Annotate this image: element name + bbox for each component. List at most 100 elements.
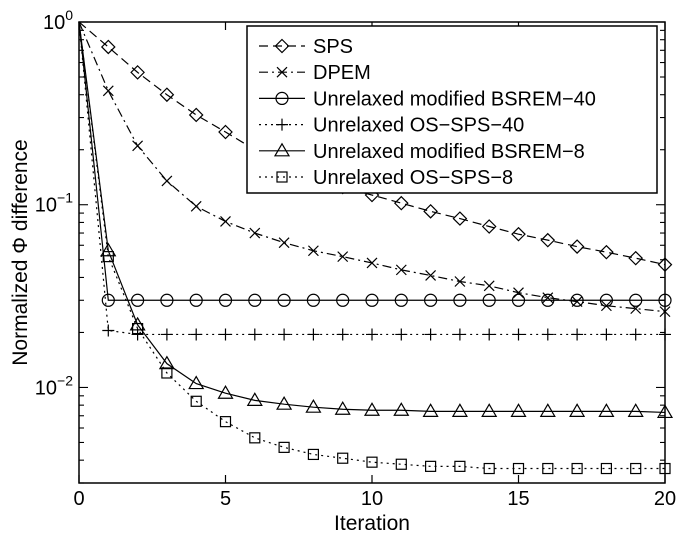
- data-point-triangle: [276, 395, 293, 410]
- data-point-circle: [275, 91, 289, 106]
- data-point-triangle: [451, 403, 468, 417]
- series-3: [78, 21, 672, 307]
- data-point-x: [102, 85, 114, 97]
- data-point-circle: [570, 293, 584, 307]
- legend-label: Unrelaxed OS−SPS−40: [313, 115, 524, 137]
- data-point-x: [542, 292, 554, 304]
- legend-label: Unrelaxed modified BSREM−8: [313, 141, 585, 163]
- data-point-circle: [101, 293, 115, 307]
- data-point-circle: [277, 293, 291, 307]
- data-point-diamond: [569, 239, 585, 254]
- data-point-diamond: [100, 39, 116, 55]
- data-point-circle: [218, 293, 233, 307]
- data-point-plus: [102, 324, 115, 337]
- data-point-diamond: [599, 244, 614, 260]
- y-tick-label: 10−1: [35, 190, 73, 217]
- data-point-diamond: [274, 38, 290, 54]
- data-point-plus: [366, 328, 378, 341]
- data-point-plus: [541, 328, 554, 341]
- axes: 0 5 10 15 20 100 10−1 10−2: [35, 7, 676, 510]
- data-point-circle: [336, 293, 350, 307]
- data-point-square: [249, 432, 261, 444]
- data-point-diamond: [511, 226, 526, 242]
- data-point-circle: [131, 293, 145, 307]
- data-point-square: [102, 251, 114, 263]
- data-point-triangle: [363, 402, 381, 416]
- data-point-circle: [160, 293, 174, 307]
- data-point-circle: [394, 293, 408, 307]
- data-point-square: [542, 462, 554, 475]
- data-point-triangle: [217, 385, 234, 399]
- series-line: [78, 21, 665, 301]
- data-point-circle: [541, 293, 555, 307]
- data-point-triangle: [422, 403, 439, 417]
- data-point-triangle: [481, 403, 498, 417]
- data-point-circle: [189, 293, 203, 307]
- series-line: [78, 21, 665, 470]
- data-point-triangle: [334, 401, 351, 415]
- y-axis-title: Normalized Φ difference: [9, 139, 32, 365]
- data-point-square: [454, 460, 466, 472]
- data-point-circle: [629, 293, 643, 307]
- data-point-circle: [453, 293, 467, 307]
- x-tick-label: 5: [220, 488, 231, 510]
- data-point-plus: [571, 328, 584, 341]
- data-point-x: [366, 257, 378, 269]
- data-point-square: [600, 462, 613, 475]
- data-point-diamond: [159, 87, 175, 103]
- data-point-square: [425, 460, 437, 472]
- data-point-square: [571, 462, 583, 475]
- data-point-square: [512, 462, 525, 475]
- data-point-plus: [453, 328, 466, 341]
- data-point-plus: [219, 328, 232, 341]
- legend-box: [246, 25, 658, 194]
- data-point-square: [276, 171, 288, 183]
- data-point-plus: [248, 328, 261, 341]
- data-point-x: [425, 270, 437, 281]
- data-point-plus: [278, 328, 291, 341]
- data-point-square: [161, 367, 173, 379]
- data-point-triangle: [273, 142, 291, 157]
- data-point-x: [454, 276, 466, 287]
- data-point-triangle: [627, 403, 644, 417]
- data-point-circle: [482, 293, 496, 307]
- series-line: [78, 21, 665, 336]
- data-point-plus: [336, 328, 349, 341]
- data-point-x: [132, 140, 144, 152]
- x-tick-label: 20: [654, 488, 676, 510]
- data-point-square: [307, 448, 319, 461]
- data-point-x: [161, 175, 173, 187]
- data-point-x: [249, 227, 261, 239]
- legend-label: DPEM: [313, 62, 371, 84]
- data-point-circle: [424, 293, 438, 307]
- y-tick-label: 100: [43, 7, 73, 34]
- data-point-diamond: [540, 232, 556, 248]
- data-point-square: [630, 462, 642, 475]
- data-point-square: [132, 322, 144, 335]
- data-point-x: [278, 237, 290, 249]
- data-point-triangle: [598, 403, 615, 417]
- data-point-triangle: [158, 355, 175, 370]
- legend-label: Unrelaxed OS−SPS−8: [313, 167, 513, 189]
- data-point-square: [190, 395, 202, 407]
- data-point-plus: [276, 118, 288, 131]
- data-point-x: [395, 264, 407, 276]
- y-tick-label: 10−2: [35, 372, 73, 399]
- data-point-triangle: [393, 402, 410, 416]
- data-point-triangle: [510, 403, 527, 417]
- series-2: [78, 21, 671, 318]
- data-point-plus: [190, 328, 203, 341]
- data-point-plus: [160, 328, 173, 341]
- data-point-triangle: [188, 375, 205, 390]
- series-line: [78, 21, 666, 266]
- x-tick-label: 0: [73, 488, 84, 510]
- legend-label: Unrelaxed modified BSREM−40: [313, 88, 596, 110]
- data-point-circle: [248, 293, 262, 307]
- data-point-square: [395, 458, 407, 470]
- data-point-plus: [307, 328, 320, 341]
- data-point-circle: [599, 293, 614, 307]
- legend: SPS DPEM Unrelaxed modified BSREM−40 Unrela…: [246, 25, 658, 194]
- data-point-plus: [483, 328, 496, 341]
- data-point-diamond: [130, 65, 145, 80]
